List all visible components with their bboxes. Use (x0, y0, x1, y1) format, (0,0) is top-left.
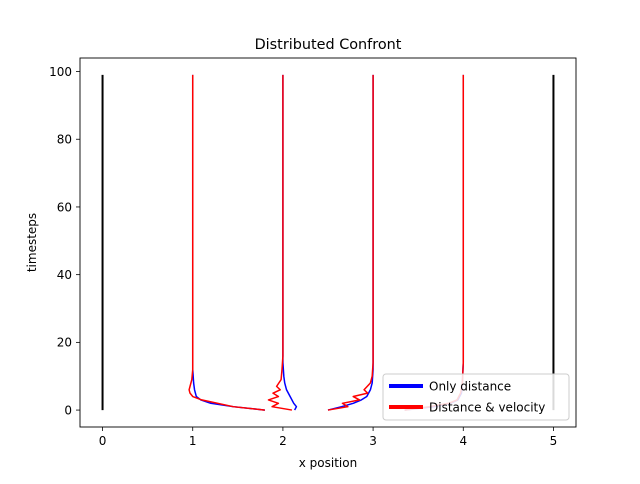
y-tick-label-4: 80 (57, 133, 72, 147)
y-axis: 0 20 40 60 80 100 (49, 65, 80, 417)
plot-frame (79, 57, 577, 428)
x-tick-label-1: 1 (189, 434, 197, 448)
legend-label-distance-velocity: Distance & velocity (429, 401, 545, 415)
series-1-agent-0-line (188, 74, 265, 411)
y-tick-label-0: 0 (64, 403, 72, 417)
y-tick-label-2: 40 (57, 268, 72, 282)
series-1-agent-3-line (404, 74, 465, 411)
x-tick-label-4: 4 (459, 434, 467, 448)
series-0-agent-0-line (191, 74, 265, 411)
x-axis-label: x position (299, 456, 357, 470)
y-axis-label: timesteps (25, 213, 39, 272)
legend-label-only-distance: Only distance (429, 380, 511, 394)
chart-title: Distributed Confront (255, 37, 402, 53)
x-tick-label-5: 5 (550, 434, 558, 448)
series-0-agent-2-line (327, 74, 374, 411)
legend-box (382, 373, 570, 421)
x-tick-label-3: 3 (369, 434, 377, 448)
series-1-agent-2-line (327, 74, 374, 411)
legend: Only distance Distance & velocity (382, 373, 570, 421)
x-tick-label-2: 2 (279, 434, 287, 448)
x-axis: 0 1 2 3 4 5 (99, 427, 558, 448)
y-tick-label-1: 20 (57, 336, 72, 350)
series-0-agent-1-line (282, 74, 298, 411)
series-0-agent-3-line (404, 74, 465, 411)
plot-lines (101, 74, 555, 411)
y-tick-label-3: 60 (57, 200, 72, 214)
x-tick-label-0: 0 (99, 434, 107, 448)
y-tick-label-5: 100 (49, 65, 72, 79)
series-1-agent-1-line (267, 74, 293, 411)
